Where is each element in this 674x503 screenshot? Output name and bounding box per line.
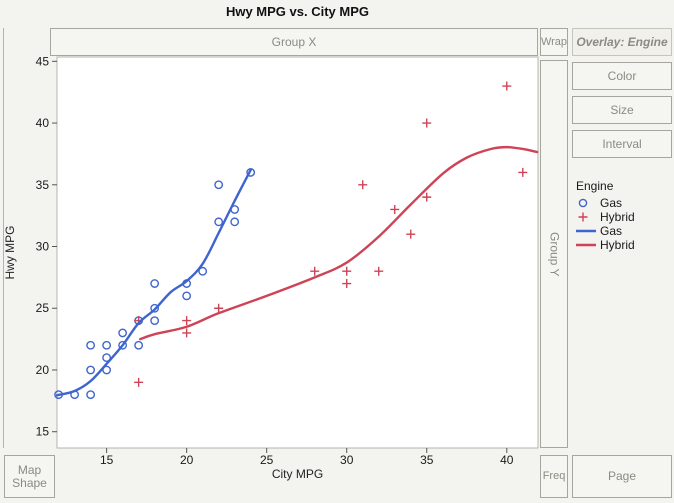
y-axis-ticks: 15 20 25 30 35 40 45 xyxy=(36,54,57,439)
drop-zone-interval-label: Interval xyxy=(602,136,642,151)
drop-zone-group-y-label: Group Y xyxy=(547,231,562,277)
svg-text:15: 15 xyxy=(36,425,50,439)
drop-zone-group-x[interactable]: Group X xyxy=(50,28,538,56)
drop-zone-freq-label: Freq xyxy=(542,470,566,482)
legend-item-gas-points[interactable]: Gas xyxy=(576,196,672,210)
y-drop-strip[interactable] xyxy=(3,28,4,448)
drop-zone-interval[interactable]: Interval xyxy=(572,130,672,158)
x-axis-ticks: 15 20 25 30 35 40 xyxy=(100,448,514,467)
svg-text:25: 25 xyxy=(36,301,50,315)
data-point[interactable] xyxy=(182,291,192,301)
gas-line-swatch-icon xyxy=(576,225,600,237)
data-point[interactable] xyxy=(342,266,352,276)
data-point[interactable] xyxy=(390,204,400,214)
svg-text:40: 40 xyxy=(36,116,50,130)
data-point[interactable] xyxy=(374,266,384,276)
hybrid-points xyxy=(134,81,528,387)
drop-zone-size-label: Size xyxy=(610,102,634,117)
data-point[interactable] xyxy=(102,365,112,375)
data-point[interactable] xyxy=(230,217,240,227)
drop-zone-freq[interactable]: Freq xyxy=(540,455,568,498)
svg-text:45: 45 xyxy=(36,54,50,68)
svg-text:35: 35 xyxy=(36,178,50,192)
hybrid-line-swatch-icon xyxy=(576,239,600,251)
drop-zone-page-label: Page xyxy=(607,469,637,483)
data-point[interactable] xyxy=(102,353,112,363)
data-point[interactable] xyxy=(214,303,224,313)
data-point[interactable] xyxy=(198,266,208,276)
legend-title: Engine xyxy=(576,179,614,193)
legend-item-hybrid-points[interactable]: Hybrid xyxy=(576,210,672,224)
data-point[interactable] xyxy=(150,279,160,288)
drop-zone-map-shape[interactable]: Map Shape xyxy=(4,455,55,498)
data-point[interactable] xyxy=(342,279,352,289)
svg-text:35: 35 xyxy=(420,453,434,467)
data-point[interactable] xyxy=(406,229,416,239)
data-point[interactable] xyxy=(422,118,432,128)
x-axis-title[interactable]: City MPG xyxy=(272,467,323,481)
drop-zone-color[interactable]: Color xyxy=(572,62,672,90)
gas-circle-marker-icon xyxy=(576,197,600,209)
data-point[interactable] xyxy=(502,81,512,91)
drop-zone-wrap-label: Wrap xyxy=(540,35,568,48)
svg-text:15: 15 xyxy=(100,453,114,467)
data-point[interactable] xyxy=(214,180,224,190)
data-point[interactable] xyxy=(518,167,528,177)
chart-title: Hwy MPG vs. City MPG xyxy=(225,4,370,19)
drop-zone-map-label: Map xyxy=(17,462,42,477)
drop-zone-wrap[interactable]: Wrap xyxy=(540,28,568,56)
data-point[interactable] xyxy=(310,266,320,276)
drop-zone-overlay[interactable]: Overlay: Engine xyxy=(572,28,672,56)
svg-text:20: 20 xyxy=(36,363,50,377)
drop-zone-overlay-label: Overlay: Engine xyxy=(576,34,668,49)
hybrid-smoother[interactable] xyxy=(139,145,539,341)
legend-label-gas-line: Gas xyxy=(600,224,623,238)
svg-text:30: 30 xyxy=(340,453,354,467)
data-point[interactable] xyxy=(102,340,112,350)
data-point[interactable] xyxy=(118,340,128,350)
drop-zone-shape-label: Shape xyxy=(12,475,47,490)
data-point[interactable] xyxy=(134,340,144,350)
data-point[interactable] xyxy=(150,303,160,313)
y-axis-title[interactable]: Hwy MPG xyxy=(3,226,17,280)
legend-label-gas-points: Gas xyxy=(600,196,623,210)
drop-zone-size[interactable]: Size xyxy=(572,96,672,124)
drop-zone-color-label: Color xyxy=(607,68,637,83)
data-point[interactable] xyxy=(86,365,96,375)
data-point[interactable] xyxy=(182,328,192,338)
data-point[interactable] xyxy=(422,192,432,202)
svg-text:40: 40 xyxy=(500,453,514,467)
drop-zone-page[interactable]: Page xyxy=(572,455,672,498)
data-point[interactable] xyxy=(358,180,368,190)
drop-zone-group-y[interactable]: Group Y xyxy=(540,60,568,448)
data-point[interactable] xyxy=(134,377,144,387)
data-point[interactable] xyxy=(86,390,96,400)
drop-zone-group-x-label: Group X xyxy=(271,34,317,49)
svg-text:20: 20 xyxy=(180,453,194,467)
data-point[interactable] xyxy=(182,316,192,326)
data-point[interactable] xyxy=(118,328,128,338)
svg-text:30: 30 xyxy=(36,240,50,254)
data-point[interactable] xyxy=(150,316,160,325)
legend-item-gas-line[interactable]: Gas xyxy=(576,224,672,238)
legend-item-hybrid-line[interactable]: Hybrid xyxy=(576,238,672,252)
svg-text:25: 25 xyxy=(260,453,274,467)
hybrid-plus-marker-icon xyxy=(576,211,600,223)
legend-label-hybrid-points: Hybrid xyxy=(600,210,635,224)
data-point[interactable] xyxy=(86,340,96,350)
data-point[interactable] xyxy=(246,168,256,177)
plot-frame[interactable] xyxy=(56,56,539,449)
legend-label-hybrid-line: Hybrid xyxy=(600,238,635,252)
data-point[interactable] xyxy=(214,217,224,227)
legend: Engine Gas Hybrid Gas Hybrid xyxy=(576,179,672,252)
gas-smoother[interactable] xyxy=(55,168,252,397)
